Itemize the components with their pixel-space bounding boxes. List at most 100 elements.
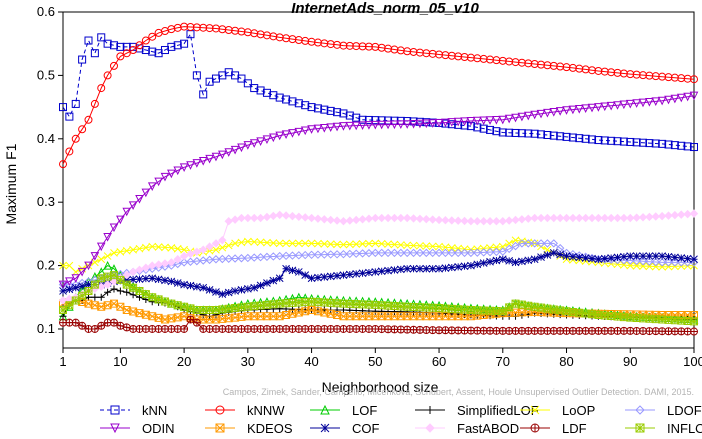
legend-marker-ldf — [530, 423, 540, 433]
point-knn — [326, 106, 335, 115]
point-knn — [677, 141, 686, 150]
point-ldof — [351, 249, 361, 258]
point-loop — [416, 241, 424, 250]
point-fastabod — [230, 215, 240, 224]
point-fastabod — [358, 215, 367, 224]
point-knnw — [422, 49, 431, 58]
point-knnw — [594, 66, 603, 75]
point-odin — [657, 96, 667, 106]
point-cof — [167, 277, 176, 286]
point-knn — [141, 46, 150, 55]
point-fastabod — [339, 217, 348, 226]
point-knn — [294, 99, 303, 108]
point-inflo — [103, 272, 112, 281]
point-cof — [148, 274, 157, 283]
point-knnw — [231, 26, 240, 35]
point-cof — [186, 281, 195, 290]
point-loop — [639, 262, 647, 270]
point-inflo — [186, 304, 195, 313]
point-cof — [243, 284, 252, 293]
point-inflo — [237, 303, 246, 312]
legend-marker-knnw — [215, 405, 225, 415]
legend-item-fastabod: FastABOD — [415, 421, 519, 436]
point-knnw — [180, 22, 189, 31]
point-loop — [422, 242, 431, 250]
point-knnw — [339, 41, 348, 50]
point-loop — [454, 244, 463, 253]
point-simplifiedlof — [110, 285, 118, 293]
point-cof — [237, 286, 246, 294]
point-knn — [651, 139, 660, 148]
point-cof — [352, 269, 361, 278]
legend-label-cof: COF — [352, 421, 380, 434]
point-fastabod — [218, 236, 227, 245]
legend-label-inflo: INFLO — [667, 421, 702, 434]
point-ldof — [492, 247, 501, 257]
point-ldof — [275, 251, 284, 261]
point-loop — [167, 243, 176, 252]
point-knnw — [294, 36, 303, 45]
point-cof — [154, 275, 163, 284]
point-odin — [294, 127, 304, 137]
point-knn — [543, 130, 552, 139]
point-loop — [71, 268, 80, 276]
point-odin — [689, 91, 699, 101]
point-knnw — [403, 47, 412, 56]
point-cof — [416, 264, 424, 273]
point-odin — [517, 112, 527, 122]
point-cof — [645, 252, 654, 260]
point-ldof — [422, 248, 431, 258]
point-knn — [466, 122, 475, 131]
point-knn — [549, 131, 558, 140]
point-knn — [345, 111, 354, 120]
point-knnw — [192, 23, 201, 32]
point-kdeos — [135, 309, 144, 318]
point-knn — [568, 133, 577, 142]
point-knn — [556, 132, 565, 141]
point-loop — [620, 261, 628, 269]
point-odin — [447, 118, 457, 127]
point-ldof — [473, 248, 482, 257]
legend-marker-odin — [110, 423, 120, 434]
point-odin — [103, 233, 112, 242]
point-loop — [243, 237, 252, 246]
point-ldof — [428, 248, 437, 258]
plot-frame — [62, 11, 695, 349]
point-knn — [307, 103, 316, 112]
point-ldof — [651, 257, 660, 267]
point-odin — [581, 104, 590, 113]
point-kdeos — [122, 305, 131, 314]
point-odin — [192, 159, 202, 168]
point-inflo — [65, 301, 74, 310]
point-ldof — [657, 258, 667, 267]
point-loop — [511, 236, 520, 245]
point-odin — [84, 261, 93, 271]
point-ldf — [690, 327, 699, 336]
point-ldof — [262, 252, 272, 262]
point-ldof — [396, 248, 406, 258]
point-cof — [339, 271, 348, 279]
point-ldof — [543, 239, 552, 248]
point-odin — [339, 122, 348, 131]
point-knnw — [97, 84, 106, 93]
point-fastabod — [479, 217, 488, 226]
point-knn — [333, 108, 342, 117]
x-tick-label: 60 — [432, 354, 446, 369]
legend-label-odin: ODIN — [142, 421, 175, 434]
point-odin — [345, 121, 355, 131]
point-loop — [384, 240, 392, 249]
point-knnw — [543, 61, 552, 70]
point-fastabod — [135, 265, 144, 275]
point-fastabod — [428, 215, 437, 224]
point-simplifiedlof — [135, 293, 143, 301]
point-inflo — [224, 304, 233, 313]
point-cof — [192, 282, 201, 291]
point-loop — [658, 262, 666, 271]
series-fastabod — [58, 209, 699, 305]
point-odin — [396, 120, 406, 129]
point-ldof — [211, 255, 221, 264]
point-knnw — [109, 61, 118, 70]
point-cof — [632, 252, 641, 260]
point-loop — [269, 239, 278, 247]
point-odin — [390, 120, 399, 130]
